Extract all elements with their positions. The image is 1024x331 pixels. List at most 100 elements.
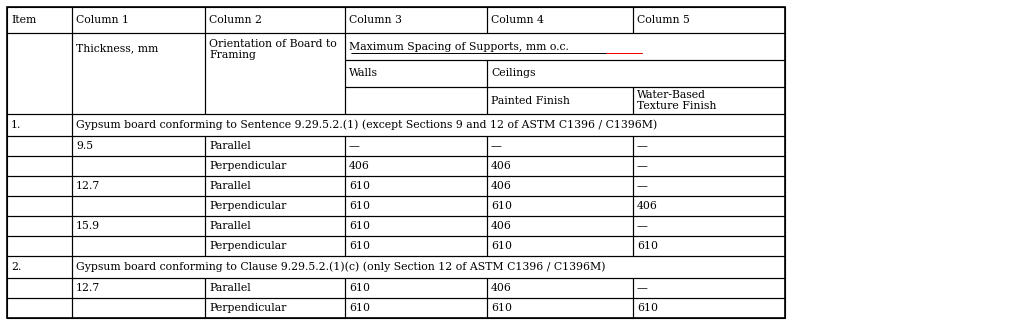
Text: Painted Finish: Painted Finish <box>490 96 570 106</box>
Bar <box>205 136 345 156</box>
Bar <box>72 136 205 156</box>
Bar <box>345 278 487 298</box>
Text: 610: 610 <box>349 221 370 231</box>
Bar <box>72 196 205 216</box>
Bar <box>7 114 72 136</box>
Bar <box>205 176 345 196</box>
Bar <box>7 196 72 216</box>
Bar <box>633 298 785 318</box>
Text: 12.7: 12.7 <box>76 283 100 293</box>
Text: Perpendicular: Perpendicular <box>209 161 287 171</box>
Bar <box>72 256 785 278</box>
Text: —: — <box>637 141 648 151</box>
Text: Orientation of Board to
Framing: Orientation of Board to Framing <box>209 39 337 60</box>
Text: 9.5: 9.5 <box>76 141 93 151</box>
Bar <box>72 298 205 318</box>
Text: 1.: 1. <box>11 120 22 130</box>
Text: Water-Based
Texture Finish: Water-Based Texture Finish <box>637 90 717 111</box>
Bar <box>345 87 487 114</box>
Bar <box>7 278 72 298</box>
Text: 406: 406 <box>490 221 512 231</box>
Bar <box>487 196 633 216</box>
Text: Parallel: Parallel <box>209 221 251 231</box>
Text: Ceilings: Ceilings <box>490 69 536 78</box>
Text: 610: 610 <box>490 201 512 211</box>
Bar <box>7 298 72 318</box>
Text: 610: 610 <box>490 303 512 313</box>
Text: Parallel: Parallel <box>209 181 251 191</box>
Bar <box>7 216 72 236</box>
Bar <box>7 136 72 156</box>
Bar <box>487 156 633 176</box>
Text: 2.: 2. <box>11 262 22 272</box>
Bar <box>345 156 487 176</box>
Text: 610: 610 <box>490 241 512 251</box>
Bar <box>205 216 345 236</box>
Bar <box>205 33 345 114</box>
Text: —: — <box>637 221 648 231</box>
Bar <box>633 87 785 114</box>
Bar <box>7 256 72 278</box>
Text: Walls: Walls <box>349 69 378 78</box>
Bar <box>487 278 633 298</box>
Text: 610: 610 <box>349 241 370 251</box>
Text: 610: 610 <box>637 303 658 313</box>
Bar <box>205 196 345 216</box>
Text: 610: 610 <box>349 303 370 313</box>
Text: Perpendicular: Perpendicular <box>209 241 287 251</box>
Bar <box>72 216 205 236</box>
Text: 406: 406 <box>349 161 370 171</box>
Text: —: — <box>349 141 359 151</box>
Bar <box>487 87 633 114</box>
Bar <box>205 236 345 256</box>
Text: —: — <box>637 283 648 293</box>
Text: Column 5: Column 5 <box>637 15 690 25</box>
Bar <box>487 236 633 256</box>
Bar <box>72 33 205 114</box>
Text: —: — <box>637 161 648 171</box>
Bar <box>7 7 72 33</box>
Text: Gypsum board conforming to Sentence 9.29.5.2.(1) (except Sections 9 and 12 of AS: Gypsum board conforming to Sentence 9.29… <box>76 120 657 130</box>
Text: Parallel: Parallel <box>209 141 251 151</box>
Bar <box>345 236 487 256</box>
Bar <box>345 298 487 318</box>
Bar <box>7 7 785 318</box>
Bar <box>7 33 72 114</box>
Bar <box>7 236 72 256</box>
Bar <box>633 278 785 298</box>
Bar <box>633 156 785 176</box>
Bar <box>345 7 487 33</box>
Bar <box>345 136 487 156</box>
Bar <box>633 7 785 33</box>
Text: Column 3: Column 3 <box>349 15 402 25</box>
Bar <box>205 298 345 318</box>
Text: 406: 406 <box>637 201 657 211</box>
Text: —: — <box>637 181 648 191</box>
Bar <box>345 196 487 216</box>
Bar <box>72 114 785 136</box>
Text: 12.7: 12.7 <box>76 181 100 191</box>
Text: Item: Item <box>11 15 36 25</box>
Bar <box>72 7 205 33</box>
Bar <box>633 216 785 236</box>
Bar <box>345 176 487 196</box>
Bar <box>633 236 785 256</box>
Text: 610: 610 <box>349 181 370 191</box>
Bar <box>72 236 205 256</box>
Bar <box>487 216 633 236</box>
Text: 406: 406 <box>490 283 512 293</box>
Bar <box>345 216 487 236</box>
Bar <box>7 176 72 196</box>
Text: Maximum Spacing of Supports, mm o.c.: Maximum Spacing of Supports, mm o.c. <box>349 41 569 52</box>
Bar <box>487 7 633 33</box>
Bar <box>633 196 785 216</box>
Bar <box>487 60 785 87</box>
Text: Gypsum board conforming to Clause 9.29.5.2.(1)(c) (only Section 12 of ASTM C1396: Gypsum board conforming to Clause 9.29.5… <box>76 262 605 272</box>
Text: Parallel: Parallel <box>209 283 251 293</box>
Text: 610: 610 <box>349 201 370 211</box>
Bar <box>205 278 345 298</box>
Text: 406: 406 <box>490 161 512 171</box>
Bar <box>72 176 205 196</box>
Bar <box>633 176 785 196</box>
Bar <box>487 298 633 318</box>
